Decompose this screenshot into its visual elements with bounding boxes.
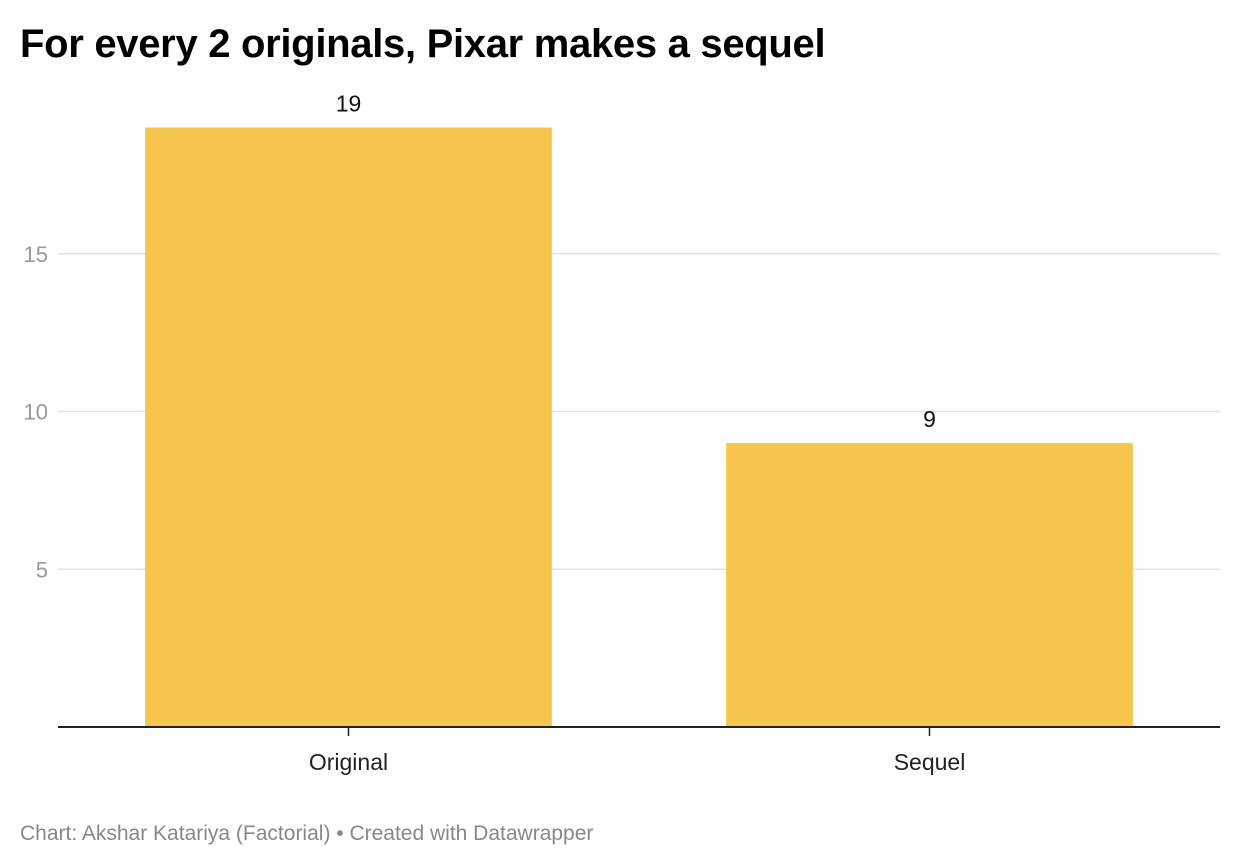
value-label: 19 <box>336 91 362 117</box>
y-tick-label: 15 <box>24 242 48 267</box>
bars <box>145 127 1133 728</box>
x-axis-ticks <box>347 727 931 736</box>
chart-credit: Chart: Akshar Katariya (Factorial) • Cre… <box>20 822 594 845</box>
y-axis-ticks: 5 10 15 <box>24 242 48 583</box>
chart-title: For every 2 originals, Pixar makes a seq… <box>20 22 826 66</box>
value-label: 9 <box>923 406 936 432</box>
category-label: Sequel <box>894 749 966 775</box>
category-label: Original <box>309 749 388 775</box>
y-tick-label: 5 <box>36 557 48 582</box>
bar-original <box>145 127 552 728</box>
y-tick-label: 10 <box>24 400 48 425</box>
bar-sequel <box>726 443 1133 727</box>
category-labels: Original Sequel <box>309 749 965 775</box>
value-labels: 19 9 <box>336 91 936 432</box>
